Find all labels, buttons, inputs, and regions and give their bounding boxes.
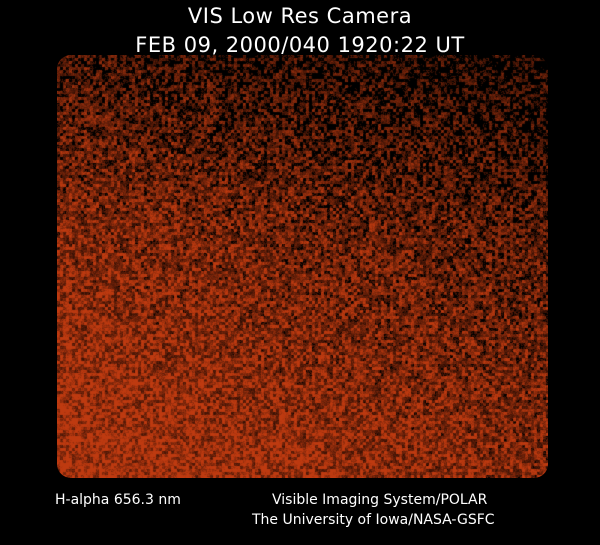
- image-title: VIS Low Res Camera: [187, 4, 413, 28]
- filter-label: H-alpha 656.3 nm: [55, 492, 181, 508]
- institution-label: The University of Iowa/NASA-GSFC: [252, 512, 495, 528]
- instrument-label: Visible Imaging System/POLAR: [272, 492, 488, 508]
- camera-image-canvas: [57, 55, 548, 478]
- image-timestamp: FEB 09, 2000/040 1920:22 UT: [135, 33, 465, 57]
- camera-image: [57, 55, 548, 478]
